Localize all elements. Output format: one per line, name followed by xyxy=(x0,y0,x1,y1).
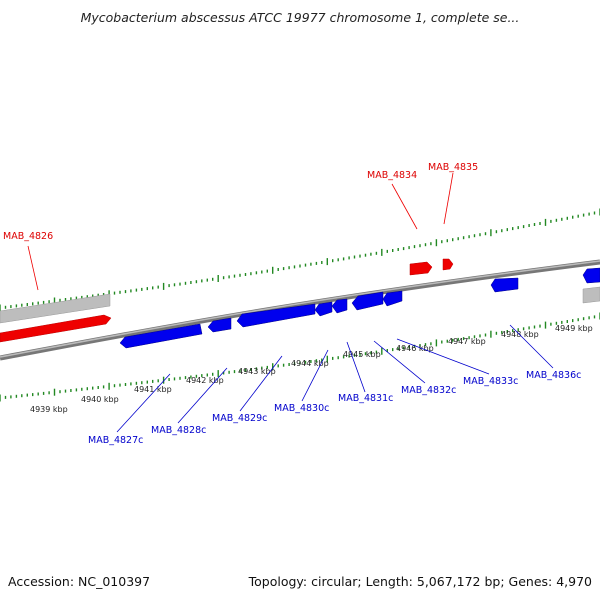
gene-label-MAB-4836c[interactable]: MAB_4836c xyxy=(526,370,581,381)
leader-line xyxy=(391,183,418,230)
gene-label-MAB-4833c[interactable]: MAB_4833c xyxy=(463,376,518,387)
gene-MAB-4827c[interactable] xyxy=(119,323,203,349)
leader-line xyxy=(346,341,366,393)
gene-label-MAB-4827c[interactable]: MAB_4827c xyxy=(88,435,143,446)
leader-line xyxy=(239,355,283,412)
scale-label: 4944 kbp xyxy=(291,359,329,368)
gene-label-MAB-4829c[interactable]: MAB_4829c xyxy=(212,413,267,424)
chromosome-backbone-highlight xyxy=(0,260,600,358)
gene-MAB-4834[interactable] xyxy=(409,261,433,276)
scale-label: 4946 kbp xyxy=(396,344,434,353)
gene-MAB-4832c[interactable] xyxy=(351,291,384,311)
scale-label: 4942 kbp xyxy=(186,376,224,385)
grey-feature-right[interactable] xyxy=(582,286,600,304)
scale-label: 4945 kbp xyxy=(343,350,381,359)
scale-label: 4941 kbp xyxy=(134,385,172,394)
genome-summary-text: Topology: circular; Length: 5,067,172 bp… xyxy=(248,574,592,589)
gene-MAB-4828c[interactable] xyxy=(207,317,232,333)
grey-feature-outer[interactable] xyxy=(0,293,111,324)
gene-label-MAB-4830c[interactable]: MAB_4830c xyxy=(274,403,329,414)
leader-line xyxy=(373,340,426,384)
gene-MAB-4826[interactable] xyxy=(0,314,112,343)
leader-line xyxy=(509,324,554,369)
leader-line xyxy=(396,338,490,375)
scale-label: 4947 kbp xyxy=(448,337,486,346)
gene-label-MAB-4826[interactable]: MAB_4826 xyxy=(3,231,53,242)
gene-MAB-4836c[interactable] xyxy=(490,277,519,293)
gene-label-MAB-4831c[interactable]: MAB_4831c xyxy=(338,393,393,404)
gene-label-MAB-4832c[interactable]: MAB_4832c xyxy=(401,385,456,396)
scale-label: 4940 kbp xyxy=(81,395,119,404)
gene-MAB-4835[interactable] xyxy=(442,258,454,271)
scale-label: 4949 kbp xyxy=(555,324,593,333)
accession-text: Accession: NC_010397 xyxy=(8,574,151,589)
map-title: Mycobacterium abscessus ATCC 19977 chrom… xyxy=(80,10,520,25)
gene-MAB-4830c[interactable] xyxy=(314,301,333,317)
gene-label-MAB-4835[interactable]: MAB_4835 xyxy=(428,162,478,173)
leader-line xyxy=(27,245,39,291)
lower-tick-ring xyxy=(0,312,600,402)
leader-line xyxy=(116,373,171,433)
scale-label: 4939 kbp xyxy=(30,405,68,414)
scale-label: 4943 kbp xyxy=(238,367,276,376)
gene-MAB-4831c[interactable] xyxy=(331,298,348,314)
leader-line xyxy=(443,172,454,225)
upper-tick-ring xyxy=(0,208,600,312)
gene-MAB-4829c[interactable] xyxy=(236,303,316,328)
leader-line xyxy=(301,349,329,402)
leader-line xyxy=(177,367,228,424)
gene-label-MAB-4834[interactable]: MAB_4834 xyxy=(367,170,417,181)
gene-partial-right[interactable] xyxy=(582,267,600,284)
gene-label-MAB-4828c[interactable]: MAB_4828c xyxy=(151,425,206,436)
gene-MAB-4833c[interactable] xyxy=(382,290,403,307)
